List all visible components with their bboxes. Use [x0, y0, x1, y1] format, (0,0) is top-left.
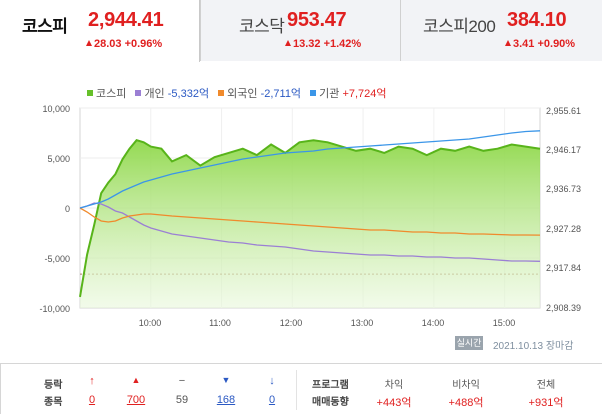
x-tick: 12:00	[279, 318, 303, 328]
x-tick: 15:00	[492, 318, 516, 328]
tab-change: 3.41 +0.90%	[505, 38, 575, 50]
panel-divider	[296, 370, 297, 410]
y-tick-right: 2,908.39	[546, 303, 582, 313]
rise-icon: ▲	[131, 375, 141, 385]
program-label-non-arbitrage: 비차익	[452, 380, 480, 391]
tab-change: 28.03 +0.96%	[86, 38, 162, 50]
legend-swatch	[218, 90, 225, 96]
market-breadth-panel	[0, 363, 602, 414]
tab-price: 2,944.41	[88, 9, 164, 31]
x-tick: 11:00	[209, 318, 231, 328]
lower-limit-icon: ↓	[269, 375, 275, 387]
unchanged-count: 59	[175, 394, 189, 406]
y-tick-left: -10,000	[39, 304, 70, 314]
program-value-arbitrage: +443억	[376, 397, 412, 409]
realtime-badge: 실시간	[455, 336, 483, 350]
program-value-total: +931억	[528, 397, 564, 409]
y-tick-left: -5,000	[44, 254, 70, 264]
legend-label: 코스피	[96, 88, 127, 100]
legend-label: 개인	[144, 88, 165, 100]
y-tick-right: 2,927.28	[546, 224, 582, 234]
up-triangle-icon	[86, 40, 92, 46]
tab-change: 13.32 +1.42%	[285, 38, 361, 50]
legend-value: -5,332억	[167, 88, 210, 100]
x-tick: 14:00	[421, 318, 445, 328]
legend-swatch	[135, 90, 142, 96]
upper-limit-icon: ↑	[89, 375, 95, 387]
tab-price: 953.47	[287, 9, 347, 31]
program-label-arbitrage: 차익	[384, 380, 404, 391]
tab-kospi200[interactable]: 코스피200 384.10 3.41 +0.90%	[400, 0, 602, 61]
legend-item-institution[interactable]: 기관 +7,724억	[310, 85, 387, 101]
up-triangle-icon	[285, 40, 291, 46]
program-heading-line1: 프로그램	[312, 380, 349, 391]
series-line-foreign	[79, 207, 541, 236]
legend-value: +7,724억	[342, 88, 387, 100]
tab-change-value: 13.32 +1.42%	[293, 38, 362, 50]
y-tick-right: 2,936.73	[546, 184, 582, 194]
tab-price: 384.10	[507, 9, 567, 31]
legend-swatch	[310, 90, 317, 96]
y-tick-left: 5,000	[47, 154, 70, 164]
legend-label: 기관	[319, 88, 340, 100]
legend-item-foreign[interactable]: 외국인 -2,711억	[218, 85, 301, 101]
legend-item-kospi[interactable]: 코스피	[87, 85, 126, 101]
lower-limit-count[interactable]: 0	[268, 394, 276, 406]
y-tick-left: 0	[64, 204, 70, 214]
up-triangle-icon	[505, 40, 511, 46]
legend-swatch	[87, 90, 93, 96]
tab-name: 코스닥	[239, 17, 285, 36]
index-tabs: 코스피 2,944.41 28.03 +0.96% 코스닥 953.47 13.…	[0, 0, 602, 62]
tab-kosdaq[interactable]: 코스닥 953.47 13.32 +1.42%	[200, 0, 400, 61]
tab-name: 코스피	[22, 17, 68, 36]
program-heading-line2: 매매동향	[312, 397, 349, 408]
series-layer	[79, 130, 541, 308]
legend-label: 외국인	[227, 88, 258, 100]
series-area-kospi	[80, 140, 540, 308]
breadth-heading-line1: 등락	[44, 380, 63, 391]
series-line-individual	[79, 202, 541, 262]
fall-icon: ▼	[221, 375, 231, 385]
tab-kospi[interactable]: 코스피 2,944.41 28.03 +0.96%	[0, 0, 200, 62]
rise-count[interactable]: 700	[126, 394, 146, 406]
fall-count[interactable]: 168	[216, 394, 236, 406]
breadth-heading-line2: 종목	[44, 397, 63, 408]
unchanged-icon: −	[178, 375, 186, 387]
program-value-non-arbitrage: +488억	[448, 397, 484, 409]
tab-change-value: 28.03 +0.96%	[94, 38, 163, 50]
program-label-total: 전체	[536, 380, 556, 391]
y-tick-right: 2,946.17	[546, 145, 582, 155]
series-line-institution	[79, 130, 541, 209]
legend-item-individual[interactable]: 개인 -5,332억	[135, 85, 209, 101]
tab-name: 코스피200	[423, 17, 496, 36]
panel-border	[0, 363, 1, 414]
legend-value: -2,711억	[260, 88, 302, 100]
x-tick: 13:00	[350, 318, 374, 328]
y-tick-right: 2,955.61	[546, 106, 582, 116]
tab-change-value: 3.41 +0.90%	[513, 38, 576, 50]
chart-legend: 코스피 개인 -5,332억 외국인 -2,711억 기관 +7,724억	[87, 85, 393, 101]
upper-limit-count[interactable]: 0	[88, 394, 96, 406]
market-close-date: 2021.10.13 장마감	[493, 341, 574, 352]
y-tick-right: 2,917.84	[546, 263, 582, 273]
series-line-kospi	[79, 139, 541, 298]
x-tick: 10:00	[138, 318, 162, 328]
y-tick-left: 10,000	[42, 104, 70, 114]
